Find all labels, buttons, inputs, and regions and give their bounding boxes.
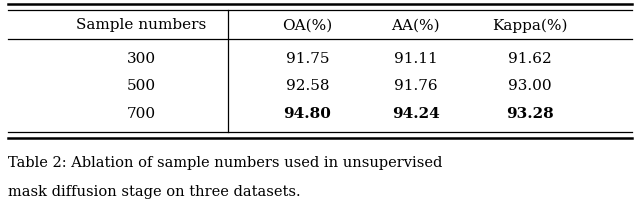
Text: 93.00: 93.00 <box>508 79 552 92</box>
Text: 91.62: 91.62 <box>508 52 552 66</box>
Text: OA(%): OA(%) <box>282 18 332 32</box>
Text: 92.58: 92.58 <box>285 79 329 92</box>
Text: 91.75: 91.75 <box>285 52 329 66</box>
Text: Kappa(%): Kappa(%) <box>493 18 568 32</box>
Text: 500: 500 <box>127 79 156 92</box>
Text: AA(%): AA(%) <box>391 18 440 32</box>
Text: 700: 700 <box>127 106 156 121</box>
Text: mask diffusion stage on three datasets.: mask diffusion stage on three datasets. <box>8 184 300 197</box>
Text: 300: 300 <box>127 52 156 66</box>
Text: 91.76: 91.76 <box>394 79 437 92</box>
Text: Sample numbers: Sample numbers <box>76 18 207 32</box>
Text: Table 2: Ablation of sample numbers used in unsupervised: Table 2: Ablation of sample numbers used… <box>8 156 442 170</box>
Text: 93.28: 93.28 <box>506 106 554 121</box>
Text: 94.80: 94.80 <box>284 106 331 121</box>
Text: 91.11: 91.11 <box>394 52 438 66</box>
Text: 94.24: 94.24 <box>392 106 440 121</box>
